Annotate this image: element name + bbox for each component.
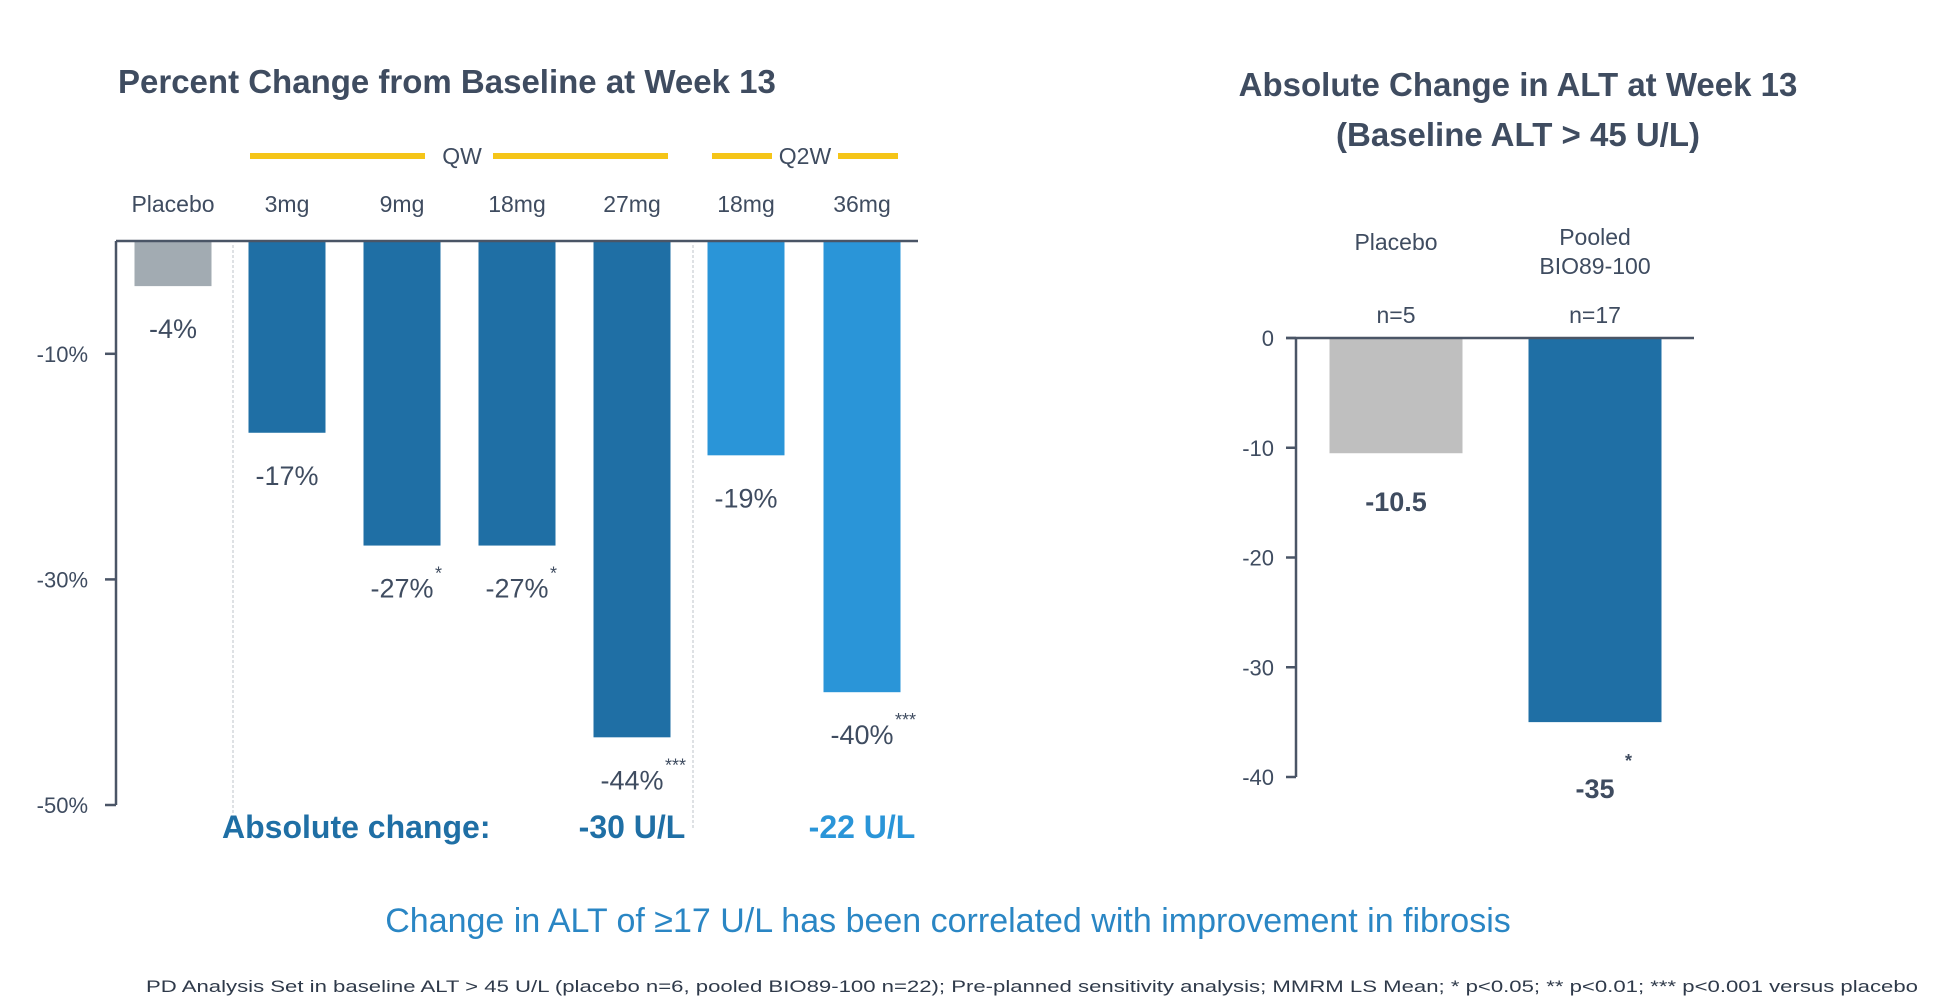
- category-labels: Placebo 3mg 9mg 18mg 27mg 18mg 36mg: [131, 191, 890, 217]
- category-label-placebo-placebo: Placebo: [131, 191, 214, 217]
- category-label-pooled-bio89-100: BIO89-100: [1539, 253, 1650, 279]
- axes: 0 -10 -20 -30 -40: [1242, 326, 1694, 790]
- y-tick-label: -10%: [37, 342, 88, 367]
- bar-qw-27mg: [593, 241, 671, 738]
- category-label-pooled-bio89-100: Pooled: [1559, 224, 1631, 250]
- data-label: -17%: [255, 461, 318, 491]
- bars: [134, 241, 901, 738]
- right-chart-subtitle: (Baseline ALT > 45 U/L): [1336, 116, 1700, 153]
- data-label: -19%: [714, 483, 777, 513]
- y-tick-label: -30: [1242, 655, 1274, 680]
- data-label: -27%: [485, 574, 548, 604]
- data-labels: -4%-17%-27% * -27% *-44% ***-19%-40% ***: [149, 314, 916, 795]
- bar-q2w-18mg: [707, 241, 785, 456]
- data-label: -44%: [600, 765, 663, 795]
- y-tick-label: -50%: [37, 793, 88, 818]
- n-label: n=17: [1569, 302, 1621, 328]
- category-label-placebo: Placebo: [1354, 229, 1437, 255]
- n-label: n=5: [1376, 302, 1415, 328]
- footnote: PD Analysis Set in baseline ALT > 45 U/L…: [146, 977, 1918, 996]
- absolute-change-row: Absolute change: -30 U/L -22 U/L: [222, 809, 915, 845]
- category-label-qw-9mg: 9mg: [380, 191, 425, 217]
- y-tick-label: -10: [1242, 436, 1274, 461]
- category-label-qw-3mg: 3mg: [265, 191, 310, 217]
- group-label-q2w: Q2W: [779, 143, 832, 169]
- data-labels: -10.5 -35 *: [1365, 487, 1632, 804]
- significance-marker: *: [1625, 751, 1632, 771]
- absolute-change-qw: -30 U/L: [579, 809, 686, 845]
- category-label-q2w-18mg: 18mg: [717, 191, 775, 217]
- absolute-change-q2w: -22 U/L: [809, 809, 916, 845]
- left-chart-title: Percent Change from Baseline at Week 13: [118, 63, 776, 100]
- y-tick-label: -20: [1242, 546, 1274, 571]
- fibrosis-callout: Change in ALT of ≥17 U/L has been correl…: [385, 902, 1511, 940]
- data-label: -40%: [830, 720, 893, 750]
- absolute-change-chart: Absolute Change in ALT at Week 13 (Basel…: [1239, 66, 1798, 804]
- group-header-q2w: Q2W: [712, 143, 898, 169]
- bar-q2w-36mg: [823, 241, 901, 693]
- bar-placebo-placebo: [134, 241, 212, 287]
- bars: [1329, 338, 1662, 723]
- data-label: -27%: [370, 574, 433, 604]
- axes: -10% -30% -50%: [37, 239, 918, 818]
- category-labels: Placebo n=5 Pooled BIO89-100 n=17: [1354, 224, 1650, 328]
- significance-marker: ***: [895, 710, 916, 730]
- data-label: -4%: [149, 314, 197, 344]
- bar-qw-3mg: [248, 241, 326, 433]
- data-label: -35: [1575, 774, 1614, 804]
- significance-marker: *: [550, 564, 557, 584]
- category-label-qw-27mg: 27mg: [603, 191, 661, 217]
- group-label-qw: QW: [442, 143, 482, 169]
- group-separators: [232, 245, 694, 830]
- data-label: -10.5: [1365, 487, 1427, 517]
- percent-change-chart: Percent Change from Baseline at Week 13 …: [37, 63, 918, 845]
- group-header-qw: QW: [250, 143, 668, 169]
- category-label-qw-18mg: 18mg: [488, 191, 546, 217]
- bar-qw-9mg: [363, 241, 441, 546]
- bar-pooled-bio89-100: [1528, 338, 1662, 723]
- bar-placebo: [1329, 338, 1463, 454]
- right-chart-title: Absolute Change in ALT at Week 13: [1239, 66, 1798, 103]
- bar-qw-18mg: [478, 241, 556, 546]
- significance-marker: ***: [665, 755, 686, 775]
- y-tick-label: -30%: [37, 567, 88, 592]
- y-tick-label: -40: [1242, 765, 1274, 790]
- category-label-q2w-36mg: 36mg: [833, 191, 891, 217]
- y-tick-label: 0: [1262, 326, 1274, 351]
- absolute-change-label: Absolute change:: [222, 809, 490, 845]
- significance-marker: *: [435, 564, 442, 584]
